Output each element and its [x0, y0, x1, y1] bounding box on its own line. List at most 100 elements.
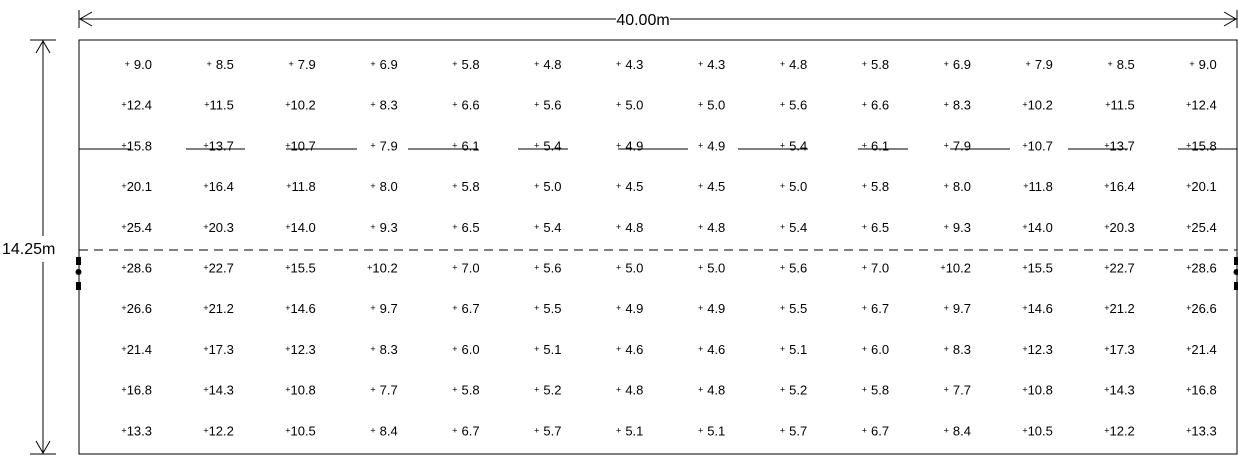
grid-value-r4-c13: +16.4	[1104, 179, 1135, 194]
grid-value-r6-c4: +10.2	[367, 261, 398, 276]
grid-value-text: 6.9	[380, 57, 398, 72]
grid-value-r7-c4: +9.7	[370, 301, 397, 316]
grid-value-r2-c13: +11.5	[1105, 98, 1135, 113]
width-dimension: 40.00m	[79, 10, 1237, 29]
grid-value-r5-c7: +4.8	[616, 220, 643, 235]
grid-value-r8-c2: +17.3	[203, 342, 234, 357]
grid-point-marker: +	[862, 140, 867, 150]
grid-value-text: 8.3	[953, 342, 971, 357]
grid-value-text: 21.4	[1191, 342, 1216, 357]
grid-point-marker: +	[862, 344, 867, 354]
grid-value-r5-c4: +9.3	[370, 220, 397, 235]
grid-value-r1-c3: +7.9	[288, 57, 315, 72]
grid-value-r10-c5: +6.7	[452, 423, 479, 438]
grid-value-text: 16.8	[1191, 383, 1216, 398]
grid-value-r1-c4: +6.9	[370, 57, 397, 72]
grid-value-r6-c13: +22.7	[1104, 261, 1135, 276]
grid-value-text: 6.7	[871, 423, 889, 438]
grid-value-r4-c3: +11.8	[286, 179, 316, 194]
grid-value-text: 5.2	[789, 383, 807, 398]
grid-value-r1-c14: +9.0	[1189, 57, 1216, 72]
grid-value-r3-c5: +6.1	[452, 138, 479, 153]
grid-value-r10-c10: +6.7	[862, 423, 889, 438]
grid-value-r9-c14: +16.8	[1186, 383, 1217, 398]
grid-value-text: 10.7	[1028, 138, 1053, 153]
grid-value-r6-c11: +10.2	[940, 261, 971, 276]
grid-value-r2-c1: +12.4	[121, 98, 152, 113]
grid-value-r6-c8: +5.0	[698, 261, 725, 276]
grid-value-text: 20.3	[209, 220, 234, 235]
grid-value-text: 16.4	[209, 179, 234, 194]
grid-value-text: 4.8	[625, 383, 643, 398]
grid-value-r5-c8: +4.8	[698, 220, 725, 235]
grid-value-r1-c6: +4.8	[534, 57, 561, 72]
grid-point-marker: +	[452, 303, 457, 313]
grid-value-r8-c13: +17.3	[1104, 342, 1135, 357]
grid-value-text: 4.9	[707, 301, 725, 316]
grid-point-marker: +	[862, 100, 867, 110]
grid-value-text: 25.4	[1191, 220, 1216, 235]
grid-value-text: 9.0	[1199, 57, 1217, 72]
grid-value-text: 13.7	[209, 138, 234, 153]
grid-value-text: 8.5	[216, 57, 234, 72]
grid-value-text: 5.2	[543, 383, 561, 398]
grid-value-text: 8.4	[380, 423, 398, 438]
grid-point-marker: +	[698, 100, 703, 110]
grid-value-r3-c13: +13.7	[1104, 138, 1135, 153]
grid-value-text: 28.6	[127, 261, 152, 276]
grid-point-marker: +	[370, 181, 375, 191]
grid-value-text: 8.0	[953, 179, 971, 194]
grid-point-marker: +	[944, 59, 949, 69]
grid-value-text: 14.6	[1028, 301, 1053, 316]
grid-value-r5-c14: +25.4	[1186, 220, 1217, 235]
grid-value-r7-c7: +4.9	[616, 301, 643, 316]
grid-value-r7-c13: +21.2	[1104, 301, 1135, 316]
grid-point-marker: +	[616, 181, 621, 191]
grid-value-r10-c7: +5.1	[616, 423, 643, 438]
grid-value-r9-c13: +14.3	[1104, 383, 1135, 398]
grid-point-marker: +	[534, 181, 539, 191]
grid-point-marker: +	[780, 222, 785, 232]
grid-value-text: 9.0	[134, 57, 152, 72]
grid-value-r2-c10: +6.6	[862, 98, 889, 113]
grid-value-text: 11.5	[210, 98, 234, 113]
grid-point-marker: +	[862, 303, 867, 313]
grid-value-text: 12.4	[127, 98, 152, 113]
grid-value-text: 22.7	[209, 261, 234, 276]
grid-value-r1-c7: +4.3	[616, 57, 643, 72]
grid-value-r10-c2: +12.2	[203, 423, 234, 438]
grid-point-marker: +	[944, 425, 949, 435]
grid-value-r5-c1: +25.4	[121, 220, 152, 235]
grid-value-text: 5.8	[871, 57, 889, 72]
grid-value-text: 20.1	[1191, 179, 1216, 194]
grid-value-r9-c7: +4.8	[616, 383, 643, 398]
grid-value-r4-c5: +5.8	[452, 179, 479, 194]
grid-value-r4-c4: +8.0	[370, 179, 397, 194]
grid-value-r5-c11: +9.3	[944, 220, 971, 235]
grid-value-text: 15.8	[127, 138, 152, 153]
grid-value-text: 4.6	[625, 342, 643, 357]
grid-value-text: 4.5	[707, 179, 725, 194]
grid-value-text: 12.2	[1109, 423, 1134, 438]
grid-point-marker: +	[616, 385, 621, 395]
grid-value-r6-c12: +15.5	[1022, 261, 1053, 276]
grid-value-text: 15.5	[290, 261, 315, 276]
grid-value-text: 7.9	[953, 138, 971, 153]
grid-value-r8-c14: +21.4	[1186, 342, 1217, 357]
grid-point-marker: +	[1026, 59, 1031, 69]
grid-value-text: 10.2	[1028, 98, 1053, 113]
grid-value-text: 8.0	[380, 179, 398, 194]
grid-point-marker: +	[862, 263, 867, 273]
grid-point-marker: +	[698, 385, 703, 395]
grid-value-r5-c2: +20.3	[203, 220, 234, 235]
grid-value-r5-c5: +6.5	[452, 220, 479, 235]
grid-value-r10-c8: +5.1	[698, 423, 725, 438]
grid-value-r3-c12: +10.7	[1022, 138, 1053, 153]
grid-value-text: 5.8	[871, 383, 889, 398]
grid-point-marker: +	[534, 100, 539, 110]
grid-value-r6-c3: +15.5	[285, 261, 316, 276]
grid-point-marker: +	[534, 303, 539, 313]
grid-value-text: 5.1	[789, 342, 807, 357]
grid-value-text: 11.5	[1110, 98, 1134, 113]
